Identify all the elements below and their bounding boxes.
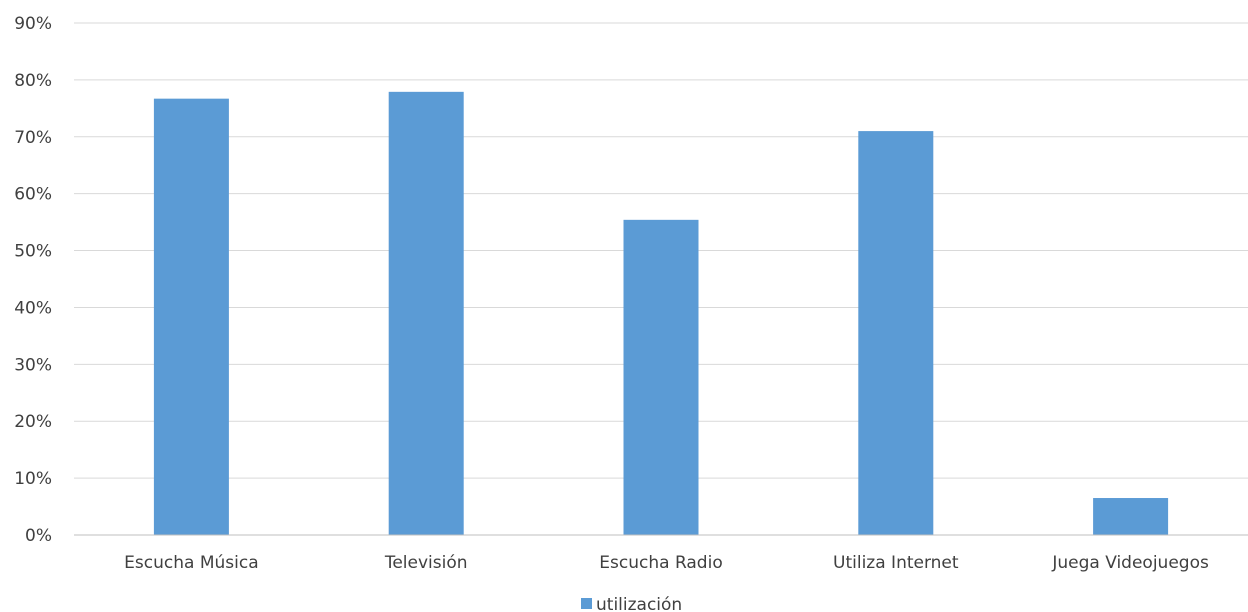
y-tick-label: 30% — [14, 355, 52, 375]
legend-swatch — [581, 598, 592, 609]
y-tick-label: 40% — [14, 298, 52, 318]
y-tick-label: 10% — [14, 469, 52, 489]
y-tick-label: 60% — [14, 185, 52, 205]
y-tick-label: 0% — [25, 526, 52, 546]
x-category-label: Juega Videojuegos — [1051, 553, 1209, 573]
x-category-label: Utiliza Internet — [833, 553, 959, 573]
y-tick-label: 20% — [14, 412, 52, 432]
legend-label: utilización — [596, 595, 682, 612]
x-category-label: Escucha Radio — [599, 553, 722, 573]
bar — [153, 98, 229, 535]
bar — [1093, 498, 1169, 535]
y-tick-label: 50% — [14, 242, 52, 262]
y-tick-label: 90% — [14, 14, 52, 34]
x-category-label: Escucha Música — [124, 553, 258, 573]
bar — [623, 219, 699, 535]
bars — [153, 91, 1169, 536]
bar — [858, 131, 934, 536]
y-tick-label: 80% — [14, 71, 52, 91]
y-axis-tick-labels: 0% 10% 20% 30% 40% 50% 60% 70% 80% 90% — [14, 14, 52, 546]
x-category-label: Televisión — [384, 553, 468, 573]
legend: utilización — [581, 595, 682, 612]
y-tick-label: 70% — [14, 128, 52, 148]
x-axis-category-labels: Escucha Música Televisión Escucha Radio Uti… — [124, 553, 1209, 573]
bar — [388, 91, 464, 535]
